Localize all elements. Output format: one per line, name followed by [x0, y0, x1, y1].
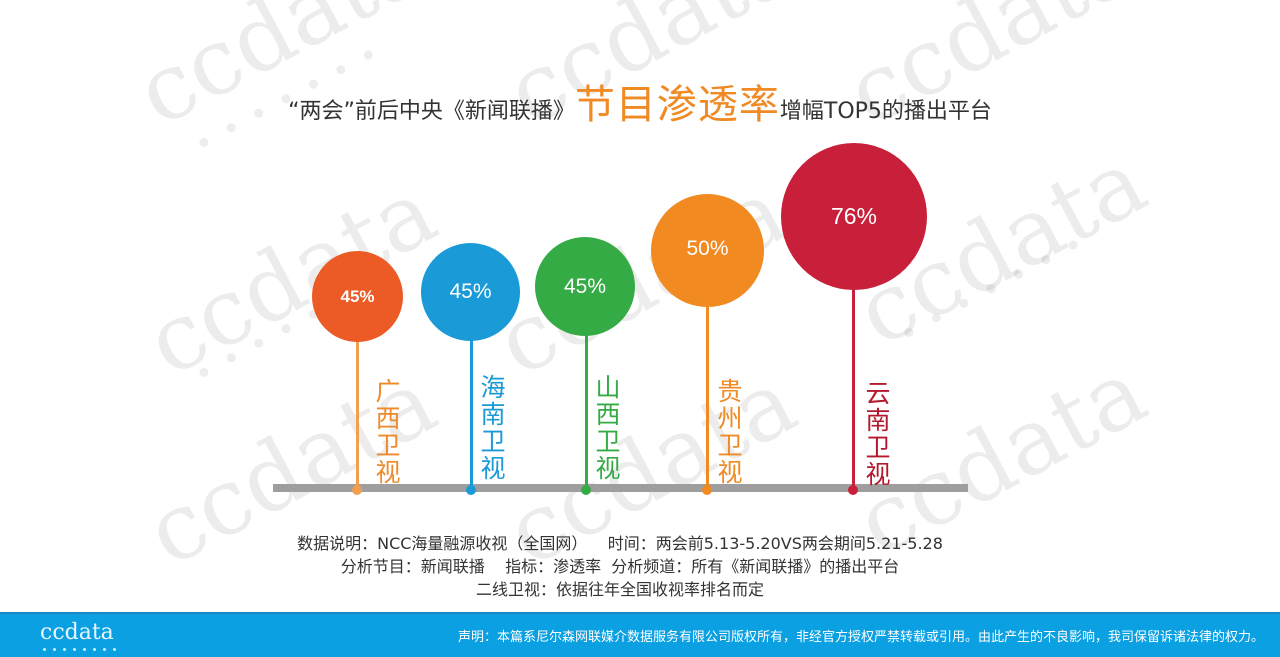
bubble-hainan[interactable]: 45%	[421, 243, 520, 341]
baseline-axis	[273, 484, 968, 492]
bubble-value: 45%	[563, 274, 607, 298]
watermark: ccdata	[129, 157, 453, 397]
bubble-guangxi[interactable]: 45%	[312, 251, 403, 342]
note-line-source: 数据说明：NCC海量融源收视（全国网） 时间：两会前5.13-5.20VS两会期…	[297, 534, 943, 553]
data-notes: 数据说明：NCC海量融源收视（全国网） 时间：两会前5.13-5.20VS两会期…	[0, 532, 1240, 601]
stem-hainan	[470, 338, 473, 488]
title-highlight: 节目渗透率	[574, 82, 780, 128]
title-suffix: 增幅TOP5的播出平台	[779, 99, 992, 124]
bubble-guizhou[interactable]: 50%	[651, 194, 764, 307]
stem-guizhou	[706, 304, 709, 488]
brand-logo-dots	[43, 648, 116, 651]
label-shanxi: 山西卫视	[595, 373, 621, 483]
brand-logo: ccdata	[40, 620, 114, 645]
stem-shanxi	[585, 333, 588, 488]
copyright-disclaimer: 声明：本篇系尼尔森网联媒介数据服务有限公司版权所有，非经官方授权严禁转载或引用。…	[457, 630, 1264, 645]
stem-dot-guangxi	[352, 485, 362, 495]
label-guangxi: 广西卫视	[375, 377, 401, 487]
bubble-value: 45%	[340, 286, 375, 306]
stem-dot-hainan	[466, 485, 476, 495]
bubble-yunnan[interactable]: 76%	[781, 143, 927, 290]
label-hainan: 海南卫视	[480, 373, 506, 483]
stem-guangxi	[356, 340, 359, 488]
stem-dot-shanxi	[581, 485, 591, 495]
chart-title: “两会”前后中央《新闻联播》节目渗透率增幅TOP5的播出平台	[0, 72, 1280, 130]
title-prefix: “两会”前后中央《新闻联播》	[288, 99, 575, 124]
stem-dot-guizhou	[702, 485, 712, 495]
note-line-tier: 二线卫视：依据往年全国收视率排名而定	[475, 580, 764, 599]
bubble-shanxi[interactable]: 45%	[535, 237, 635, 336]
stem-yunnan	[852, 288, 855, 488]
stem-dot-yunnan	[848, 485, 858, 495]
bubble-value: 50%	[686, 236, 729, 260]
footer-bar: ccdata 声明：本篇系尼尔森网联媒介数据服务有限公司版权所有，非经官方授权严…	[0, 612, 1280, 657]
watermark-dots	[902, 238, 1080, 339]
bubble-value: 45%	[449, 280, 492, 303]
bubble-value: 76%	[830, 203, 878, 229]
label-yunnan: 云南卫视	[865, 379, 891, 489]
note-line-program: 分析节目：新闻联播 指标：渗透率 分析频道：所有《新闻联播》的播出平台	[340, 557, 900, 576]
label-guizhou: 贵州卫视	[717, 377, 743, 487]
